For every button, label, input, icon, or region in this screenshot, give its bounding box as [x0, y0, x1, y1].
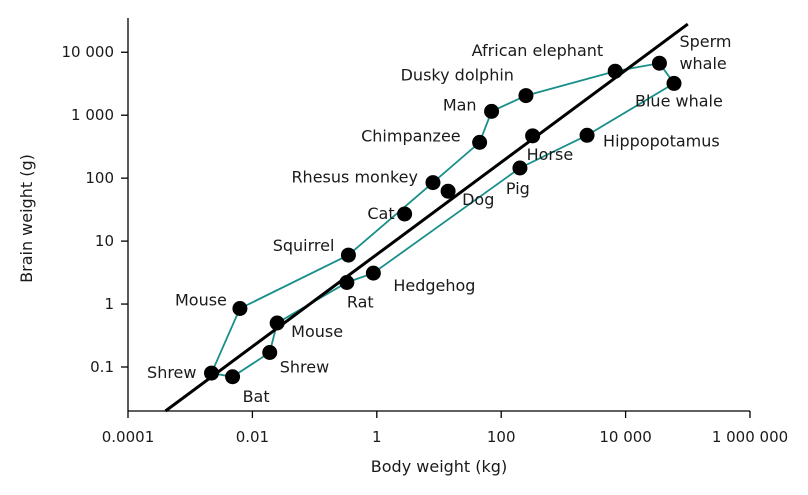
label-hedgehog: Hedgehog [393, 276, 475, 295]
label-line: Sperm [679, 32, 731, 51]
point-shrew [203, 365, 219, 381]
point-squirrel [340, 247, 356, 263]
label-cat: Cat [367, 204, 394, 223]
point-rat [339, 274, 355, 290]
y-tick-label: 10 [95, 232, 114, 250]
point-dusky-dolphin [518, 88, 534, 104]
label-man: Man [443, 95, 477, 114]
label-shrew: Shrew [280, 357, 329, 376]
regression-line-group [164, 22, 689, 413]
y-tick-label: 1 000 [71, 106, 114, 124]
label-mouse: Mouse [175, 290, 227, 309]
point-man [484, 103, 500, 119]
label-squirrel: Squirrel [273, 236, 335, 255]
regression-line [164, 22, 689, 413]
label-hippopotamus: Hippopotamus [603, 131, 720, 150]
label-pig: Pig [506, 179, 530, 198]
label-rat: Rat [347, 292, 374, 311]
point-horse [525, 128, 541, 144]
point-chimpanzee [472, 134, 488, 150]
connector-lower [211, 62, 676, 378]
y-tick-label: 100 [85, 169, 114, 187]
label-horse: Horse [527, 145, 574, 164]
point-bat [225, 369, 241, 385]
y-axis-title: Brain weight (g) [17, 154, 36, 283]
point-hedgehog [365, 265, 381, 281]
point-sperm-whale [651, 55, 667, 71]
label-dog: Dog [462, 190, 494, 209]
point-mouse [269, 315, 285, 331]
label-african-elephant: African elephant [472, 41, 604, 60]
x-tick-label: 100 [487, 428, 516, 446]
label-line: whale [679, 54, 726, 73]
point-african-elephant [607, 63, 623, 79]
y-tick-label: 10 000 [62, 43, 115, 61]
tick-marks: 0.0001 0.01 1 100 10 000 1 000 000 0.1 1 10 100 1 … [62, 43, 789, 446]
y-tick-label: 0.1 [90, 358, 114, 376]
data-points [203, 55, 682, 385]
x-tick-label: 1 000 000 [712, 428, 788, 446]
axes [127, 18, 750, 412]
x-axis-title: Body weight (kg) [371, 457, 507, 476]
point-dog [440, 183, 456, 199]
point-blue-whale [666, 75, 682, 91]
x-tick-label: 1 [372, 428, 382, 446]
point-shrew [262, 344, 278, 360]
y-tick-label: 1 [104, 295, 114, 313]
point-rhesus-monkey [425, 175, 441, 191]
label-dusky-dolphin: Dusky dolphin [401, 66, 514, 85]
x-tick-label: 10 000 [599, 428, 652, 446]
point-pig [512, 160, 528, 176]
point-cat [397, 206, 413, 222]
x-tick-label: 0.01 [236, 428, 269, 446]
label-rhesus-monkey: Rhesus monkey [291, 168, 418, 187]
point-hippopotamus [579, 127, 595, 143]
point-labels: Shrew Bat Mouse Mouse Shrew Squirrel Rat Hedgeh… [147, 32, 731, 406]
label-sperm-whale: Sperm whale [679, 32, 731, 73]
label-shrew: Shrew [147, 363, 196, 382]
label-chimpanzee: Chimpanzee [361, 126, 461, 145]
x-tick-label: 0.0001 [102, 428, 155, 446]
label-blue-whale: Blue whale [635, 91, 723, 110]
label-mouse: Mouse [291, 322, 343, 341]
label-bat: Bat [243, 387, 270, 406]
point-mouse [232, 300, 248, 316]
